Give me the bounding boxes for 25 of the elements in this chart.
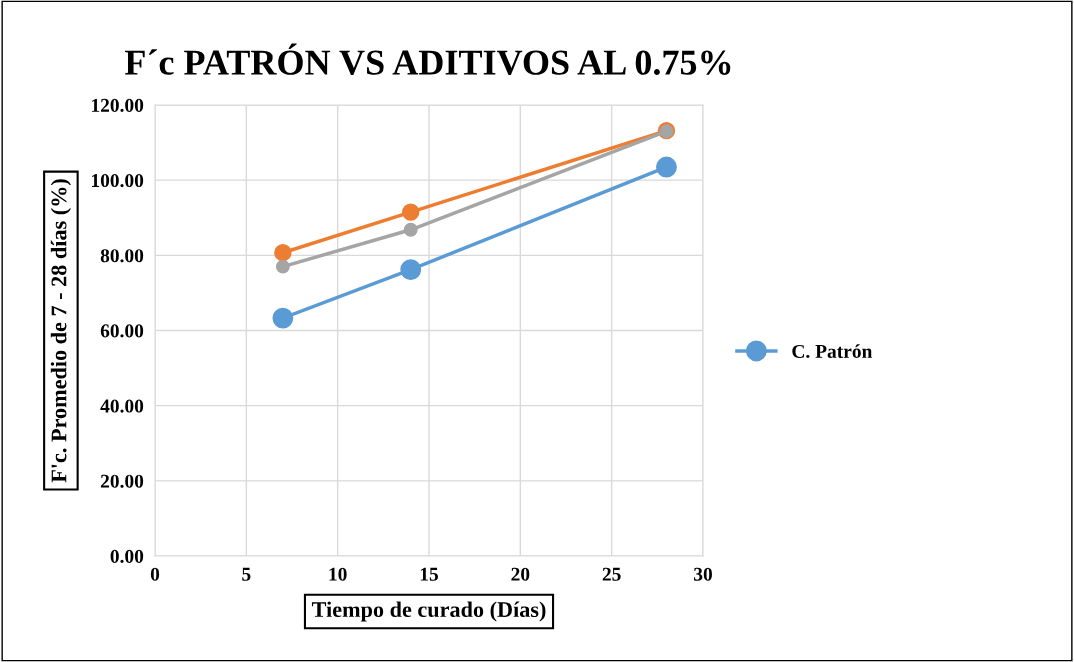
y-axis-title: F'c. Promedio de 7 - 28 días (%) — [50, 179, 71, 483]
point — [274, 244, 292, 262]
x-tick-label: 20 — [511, 567, 530, 581]
point — [272, 307, 294, 329]
x-tick-label: 5 — [242, 567, 251, 581]
chart-title: F´c PATRÓN VS ADITIVOS AL 0.75% — [124, 43, 731, 75]
y-tick-label: 0.00 — [110, 549, 144, 564]
point — [403, 222, 418, 237]
x-tick-label: 10 — [329, 567, 347, 581]
y-tick-label: 120.00 — [91, 98, 144, 113]
x-tick-label: 30 — [694, 567, 712, 581]
y-tick-label: 100.00 — [91, 173, 144, 188]
y-tick-label: 20.00 — [100, 474, 144, 488]
point — [402, 203, 420, 221]
point — [656, 156, 677, 178]
x-tick-label: 0 — [150, 567, 160, 581]
point — [275, 259, 290, 274]
point — [400, 259, 422, 281]
x-tick-label: 25 — [602, 567, 621, 581]
y-tick-label: 40.00 — [100, 399, 144, 413]
x-tick-label: 15 — [420, 567, 439, 581]
x-axis-title: Tiempo de curado (Días) — [311, 601, 546, 622]
legend-label: C. Patrón — [792, 344, 873, 359]
y-tick-label: 60.00 — [100, 324, 144, 338]
y-tick-label: 80.00 — [100, 249, 144, 263]
